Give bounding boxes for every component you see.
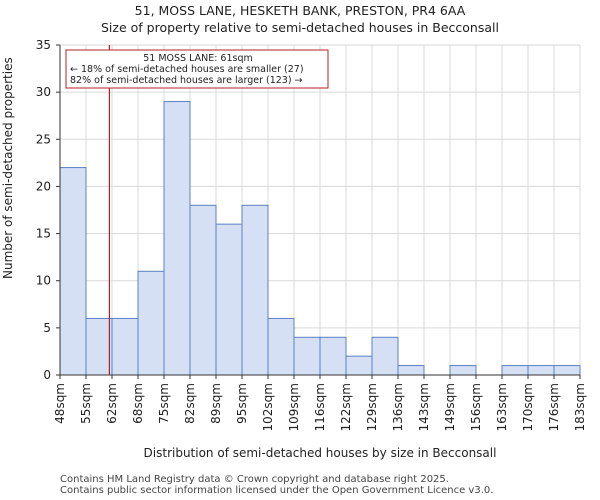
- y-tick-label: 15: [36, 227, 51, 241]
- bar: [501, 365, 529, 376]
- footer-licence: Contains public sector information licen…: [60, 485, 494, 496]
- x-tick-label: 149sqm: [443, 383, 457, 431]
- bar: [345, 355, 373, 376]
- x-axis-label: Distribution of semi-detached houses by …: [143, 446, 497, 460]
- y-tick-label: 25: [36, 132, 51, 146]
- x-tick-label: 183sqm: [573, 383, 587, 431]
- x-tick-label: 109sqm: [287, 383, 301, 431]
- x-tick-label: 82sqm: [183, 383, 197, 424]
- x-tick-label: 143sqm: [417, 383, 431, 431]
- bar: [215, 223, 243, 376]
- bars: [59, 101, 581, 376]
- footer-copyright: Contains HM Land Registry data © Crown c…: [60, 474, 449, 485]
- property-marker: 51 MOSS LANE: 61sqm← 18% of semi-detache…: [65, 45, 329, 375]
- y-tick-label: 30: [36, 85, 51, 99]
- annotation-title: 51 MOSS LANE: 61sqm: [143, 53, 253, 64]
- y-ticks: 0 5 10 15 20 25 30 35: [36, 38, 60, 382]
- x-tick-label: 122sqm: [339, 383, 353, 431]
- x-tick-label: 68sqm: [131, 383, 145, 424]
- annotation-box: [65, 49, 329, 89]
- y-axis-label: Number of semi-detached properties: [1, 57, 15, 279]
- y-tick-label: 5: [43, 321, 51, 335]
- x-tick-label: 89sqm: [209, 383, 223, 424]
- bar: [85, 317, 113, 376]
- y-tick-label: 0: [43, 368, 51, 382]
- bar: [293, 336, 321, 376]
- bar: [111, 317, 139, 376]
- x-tick-label: 176sqm: [547, 383, 561, 431]
- chart-title: 51, MOSS LANE, HESKETH BANK, PRESTON, PR…: [134, 3, 466, 18]
- y-tick-label: 35: [36, 38, 51, 52]
- bar: [449, 365, 477, 376]
- grid-lines: [59, 44, 581, 376]
- bar: [267, 317, 295, 376]
- bar: [189, 204, 217, 376]
- x-tick-label: 156sqm: [469, 383, 483, 431]
- x-tick-label: 116sqm: [313, 383, 327, 431]
- x-tick-label: 102sqm: [261, 383, 275, 431]
- bar: [319, 336, 347, 376]
- bar: [397, 365, 425, 376]
- bar: [137, 270, 165, 376]
- annotation-smaller: ← 18% of semi-detached houses are smalle…: [70, 64, 304, 75]
- x-tick-label: 48sqm: [53, 383, 67, 424]
- bar: [241, 204, 269, 376]
- x-tick-label: 62sqm: [105, 383, 119, 424]
- chart-subtitle: Size of property relative to semi-detach…: [101, 20, 499, 35]
- bar: [553, 365, 581, 376]
- bar: [163, 101, 191, 376]
- bar: [371, 336, 399, 376]
- x-tick-label: 136sqm: [391, 383, 405, 431]
- x-ticks: 48sqm 55sqm 62sqm 68sqm 75sqm 82sqm 89sqm 95sqm…: [53, 375, 587, 431]
- bar: [527, 365, 555, 376]
- x-tick-label: 75sqm: [157, 383, 171, 424]
- x-tick-label: 163sqm: [495, 383, 509, 431]
- x-tick-label: 55sqm: [79, 383, 93, 424]
- y-tick-label: 10: [36, 274, 51, 288]
- annotation-larger: 82% of semi-detached houses are larger (…: [70, 75, 303, 86]
- bar: [59, 167, 87, 376]
- x-tick-label: 170sqm: [521, 383, 535, 431]
- x-tick-label: 129sqm: [365, 383, 379, 431]
- x-tick-label: 95sqm: [235, 383, 249, 424]
- y-tick-label: 20: [36, 179, 51, 193]
